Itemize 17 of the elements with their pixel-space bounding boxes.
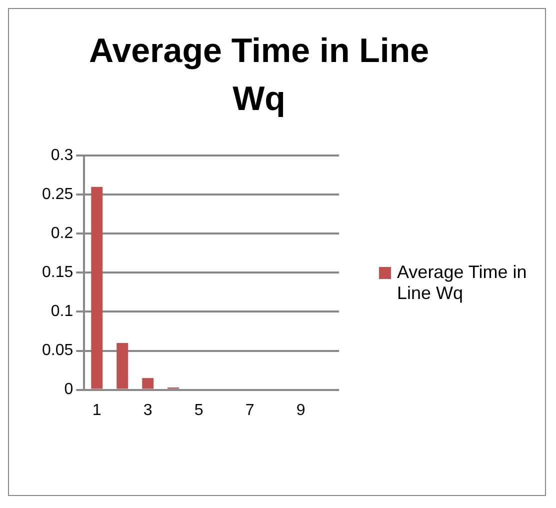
x-tick-label: 1 [92, 402, 102, 419]
x-tick-label: 3 [143, 402, 152, 419]
legend-label: Average Time in Line Wq [397, 262, 528, 304]
chart-title: Average Time in Line Wq [88, 31, 430, 120]
x-tick-label: 7 [245, 402, 254, 419]
y-tick-label: 0.3 [50, 147, 74, 164]
bar [142, 378, 154, 389]
x-tick-label: 9 [296, 402, 306, 419]
bar [116, 342, 128, 389]
bar [91, 186, 103, 389]
y-tick-label: 0.1 [50, 303, 74, 320]
x-tick-label: 5 [194, 402, 204, 419]
y-tick-label: 0.15 [42, 264, 74, 282]
y-tick-label: 0.25 [42, 186, 74, 204]
y-tick-label: 0.05 [42, 342, 74, 360]
y-tick-label: 0 [64, 381, 74, 398]
y-tick-label: 0.2 [50, 225, 74, 242]
